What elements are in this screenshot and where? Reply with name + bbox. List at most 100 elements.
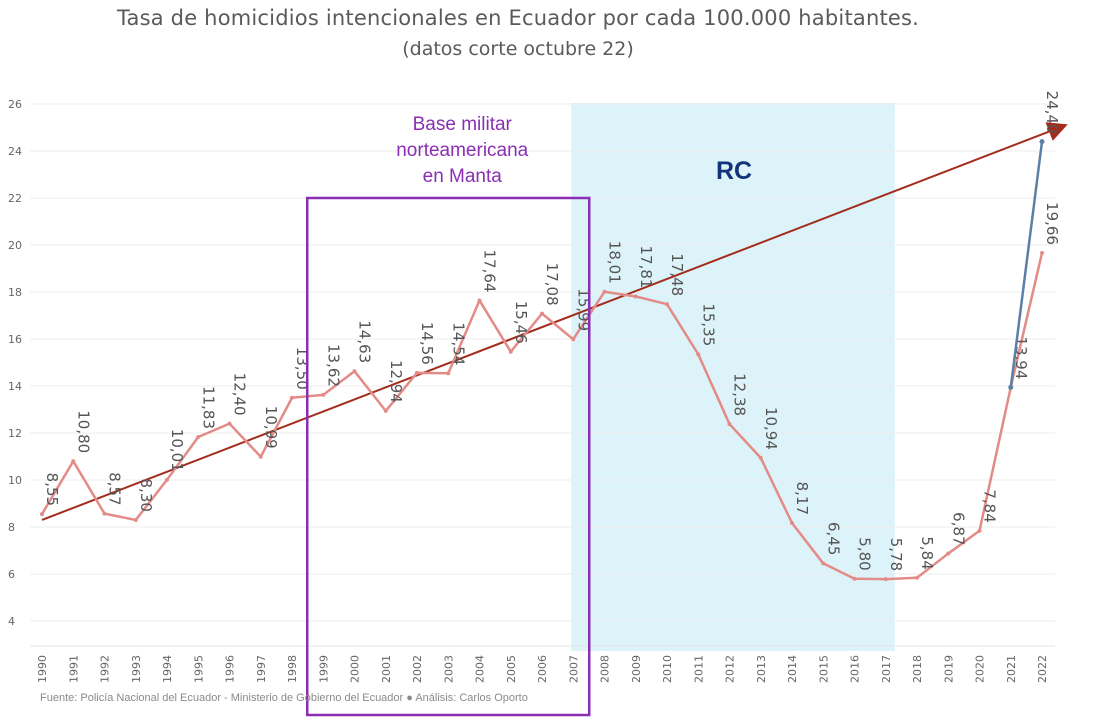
data-point xyxy=(946,551,951,556)
x-tick-label: 2005 xyxy=(505,655,518,683)
data-point xyxy=(977,528,982,533)
data-label: 5,84 xyxy=(918,536,936,569)
data-point xyxy=(165,477,169,482)
y-tick-label: 4 xyxy=(8,615,15,628)
x-tick-label: 2017 xyxy=(880,655,893,683)
y-tick-label: 20 xyxy=(8,239,22,252)
data-label: 14,54 xyxy=(449,322,467,365)
rc-label: RC xyxy=(716,157,752,185)
x-tick-label: 2009 xyxy=(630,655,643,683)
x-tick-label: 2019 xyxy=(942,655,955,683)
y-tick-label: 16 xyxy=(8,333,22,346)
data-point xyxy=(258,454,263,459)
data-label: 8,55 xyxy=(43,473,61,506)
x-tick-label: 1993 xyxy=(130,655,143,683)
data-label: 7,84 xyxy=(981,489,999,522)
data-point xyxy=(477,298,482,303)
data-label: 12,94 xyxy=(387,360,405,403)
data-point xyxy=(352,369,357,374)
x-tick-label: 1990 xyxy=(36,655,49,683)
data-point xyxy=(696,352,701,357)
base-militar-label: Base militar xyxy=(413,114,513,135)
data-point xyxy=(383,408,388,413)
data-point xyxy=(40,512,44,517)
data-point xyxy=(665,302,669,307)
rc-region-rect xyxy=(571,103,895,651)
x-tick-label: 2018 xyxy=(911,655,924,683)
data-point xyxy=(415,370,419,375)
data-point xyxy=(321,392,326,397)
y-tick-label: 18 xyxy=(8,286,22,299)
x-tick-label: 2022 xyxy=(1036,655,1049,683)
data-label: 10,99 xyxy=(262,406,280,449)
x-tick-label: 2014 xyxy=(786,655,799,683)
x-tick-label: 1995 xyxy=(192,655,205,683)
data-point xyxy=(602,289,607,294)
x-tick-label: 2007 xyxy=(567,655,580,683)
x-tick-label: 1997 xyxy=(255,655,268,683)
x-tick-label: 2001 xyxy=(380,655,393,683)
data-point xyxy=(571,337,576,342)
x-tick-label: 2020 xyxy=(974,655,987,683)
base-militar-label: norteamericana xyxy=(396,140,528,161)
data-point xyxy=(915,575,919,580)
x-tick-label: 1992 xyxy=(99,655,112,683)
data-label: 10,01 xyxy=(168,429,186,472)
data-point-alt xyxy=(1008,384,1014,390)
y-axis-ticks: 4 6 8 10 12 14 16 18 20 22 24 26 xyxy=(8,98,22,628)
data-label: 12,40 xyxy=(231,373,249,416)
y-tick-label: 26 xyxy=(8,98,22,111)
chart-title: Tasa de homicidios intencionales en Ecua… xyxy=(116,6,920,30)
data-label: 14,56 xyxy=(418,322,436,365)
data-point xyxy=(71,459,76,464)
data-label: 10,80 xyxy=(74,410,92,453)
data-point xyxy=(227,421,232,426)
data-label: 19,66 xyxy=(1043,202,1061,245)
data-label: 5,80 xyxy=(856,537,874,570)
y-tick-label: 22 xyxy=(8,192,22,205)
data-label: 15,46 xyxy=(512,301,530,344)
y-tick-label: 6 xyxy=(8,568,15,581)
data-point xyxy=(540,311,544,316)
x-tick-label: 2010 xyxy=(661,655,674,683)
data-point xyxy=(852,576,857,581)
data-point xyxy=(196,434,201,439)
source-note: Fuente: Policía Nacional del Ecuador - M… xyxy=(40,692,528,704)
data-point xyxy=(1040,250,1044,255)
data-point xyxy=(633,294,638,299)
data-label: 18,01 xyxy=(606,241,624,284)
data-label: 17,48 xyxy=(668,253,686,296)
y-tick-label: 10 xyxy=(8,474,22,487)
x-tick-label: 1991 xyxy=(67,655,80,683)
x-tick-label: 2008 xyxy=(599,655,612,683)
data-label: 6,45 xyxy=(824,522,842,555)
base-militar-box xyxy=(306,196,591,717)
series-alt-line xyxy=(1009,141,1044,388)
x-tick-label: 2021 xyxy=(1005,655,1018,683)
x-tick-label: 2004 xyxy=(474,655,487,683)
data-label: 15,35 xyxy=(699,303,717,346)
x-tick-label: 2000 xyxy=(349,655,362,683)
data-point xyxy=(290,395,294,400)
data-label-alt: 24,40 xyxy=(1043,91,1061,134)
data-label: 17,81 xyxy=(637,246,655,289)
data-point xyxy=(133,517,138,522)
data-label: 6,87 xyxy=(949,512,967,545)
y-tick-label: 14 xyxy=(8,380,22,393)
data-label: 13,62 xyxy=(324,344,342,387)
y-tick-label: 24 xyxy=(8,145,22,158)
data-label: 8,30 xyxy=(137,479,155,512)
data-label: 17,08 xyxy=(543,263,561,306)
annotations: Base militar norteamericana en Manta RC xyxy=(306,114,752,717)
data-label: 5,78 xyxy=(887,538,905,571)
x-tick-label: 1998 xyxy=(286,655,299,683)
x-tick-label: 2015 xyxy=(817,655,830,683)
data-label: 12,38 xyxy=(731,373,749,416)
data-point xyxy=(508,349,513,354)
x-axis-ticks: 1990 1991 1992 1993 1994 1995 1996 1997 1998 1999… xyxy=(36,655,1049,683)
data-point xyxy=(446,371,451,376)
x-tick-label: 2012 xyxy=(724,655,737,683)
x-tick-label: 2016 xyxy=(849,655,862,683)
x-tick-label: 2002 xyxy=(411,655,424,683)
